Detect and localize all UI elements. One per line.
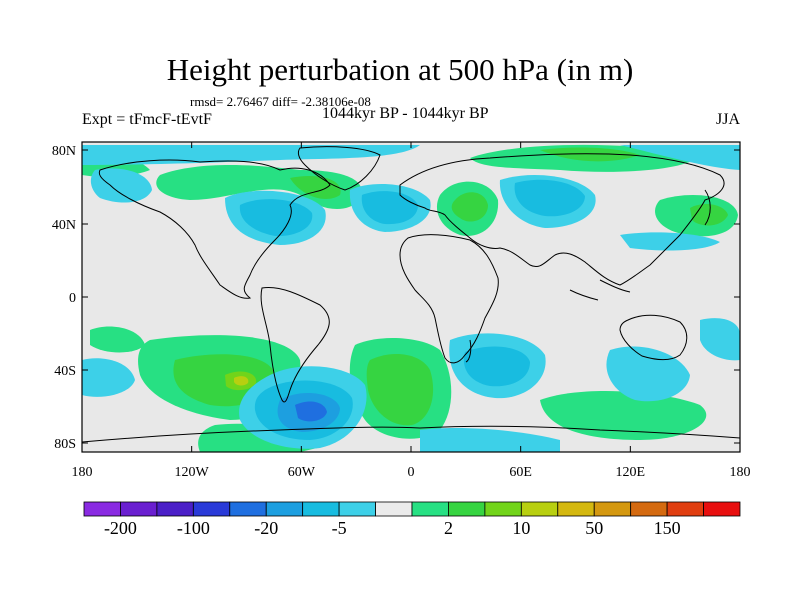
contour-positive xyxy=(366,354,434,426)
axis-ticks xyxy=(81,142,741,452)
contour-negative xyxy=(700,318,740,361)
colorbar-label: -20 xyxy=(254,518,279,538)
lon-tick-label: 120W xyxy=(175,465,210,480)
contour-negative xyxy=(620,145,740,170)
contour-negative xyxy=(463,346,530,387)
contour-negative xyxy=(606,346,690,402)
colorbar-label: 150 xyxy=(653,518,681,538)
colorbar-swatch xyxy=(411,501,449,517)
colorbar-swatch xyxy=(448,501,486,517)
coastline-greenland xyxy=(297,146,381,191)
colorbar-label: 2 xyxy=(443,518,453,538)
lat-tick-label: 80S xyxy=(54,437,76,452)
coastline-africa xyxy=(399,234,499,364)
contour-negative xyxy=(420,428,560,452)
colorbar-swatch xyxy=(338,501,376,517)
experiment-label: Expt = tFmcF-tEvtF xyxy=(82,111,212,128)
lon-tick-label: 60E xyxy=(509,465,532,480)
contour-negative xyxy=(90,168,152,203)
contour-negative xyxy=(82,358,135,397)
lon-tick-label: 0 xyxy=(408,465,415,480)
colorbar-swatch xyxy=(265,501,304,517)
lat-tick-label: 80N xyxy=(52,144,76,159)
lon-tick-label: 120E xyxy=(616,465,646,480)
season-label: JJA xyxy=(716,111,741,128)
coastline-australia xyxy=(619,314,688,361)
lon-tick-label: 60W xyxy=(288,465,316,480)
rmsd-label: rmsd= 2.76467 diff= -2.38106e-08 xyxy=(190,94,371,109)
coastline-islands xyxy=(465,189,711,363)
contour-positive xyxy=(540,390,707,440)
colorbar-swatch xyxy=(630,501,668,517)
lat-tick-label: 0 xyxy=(69,291,76,306)
colorbar-swatch xyxy=(666,501,704,517)
contour-positive xyxy=(540,147,640,162)
colorbar-swatch xyxy=(375,501,413,517)
colorbar-swatch xyxy=(120,501,158,517)
colorbar-swatch xyxy=(593,501,632,517)
contour-positive xyxy=(234,376,249,386)
coastlines xyxy=(82,146,740,443)
plot-title: Height perturbation at 500 hPa (in m) xyxy=(166,52,634,87)
colorbar-swatch xyxy=(229,501,267,517)
period-label: 1044kyr BP - 1044kyr BP xyxy=(322,105,489,122)
colorbar-label: -200 xyxy=(103,518,137,538)
contour-negative xyxy=(361,191,418,225)
lon-tick-label: 180 xyxy=(730,465,751,480)
contour-negative xyxy=(514,179,585,217)
colorbar-swatch xyxy=(484,501,522,517)
contour-negative xyxy=(295,401,327,422)
axis-tick-labels: 80N 40N 0 40S 80S 180 120W 60W 0 60E 120E 180 xyxy=(52,144,751,480)
coastline-antarctica xyxy=(82,425,740,443)
colorbar-swatch xyxy=(156,501,194,517)
contour-negative xyxy=(239,199,313,237)
colorbar-label: 10 xyxy=(512,518,531,538)
coastline-eurasia xyxy=(399,153,725,286)
contour-negative xyxy=(620,232,720,251)
colorbar-swatch xyxy=(703,501,741,517)
colorbar-swatch xyxy=(192,501,231,517)
coastline-north-america xyxy=(98,159,331,299)
lat-tick-label: 40S xyxy=(54,364,76,379)
colorbar-swatch xyxy=(557,501,595,517)
colorbar-swatch xyxy=(83,501,121,517)
colorbar-label: -100 xyxy=(176,518,210,538)
colorbar-label: 50 xyxy=(585,518,604,538)
coastline-south-america xyxy=(260,286,330,403)
lon-tick-label: 180 xyxy=(72,465,93,480)
contour-positive xyxy=(451,192,488,222)
lat-tick-label: 40N xyxy=(52,218,76,233)
colorbar-label: -5 xyxy=(331,518,347,538)
colorbar-swatch xyxy=(302,501,340,517)
contour-fields xyxy=(82,144,740,452)
colorbar-swatch xyxy=(520,501,559,517)
contour-positive xyxy=(90,326,145,353)
